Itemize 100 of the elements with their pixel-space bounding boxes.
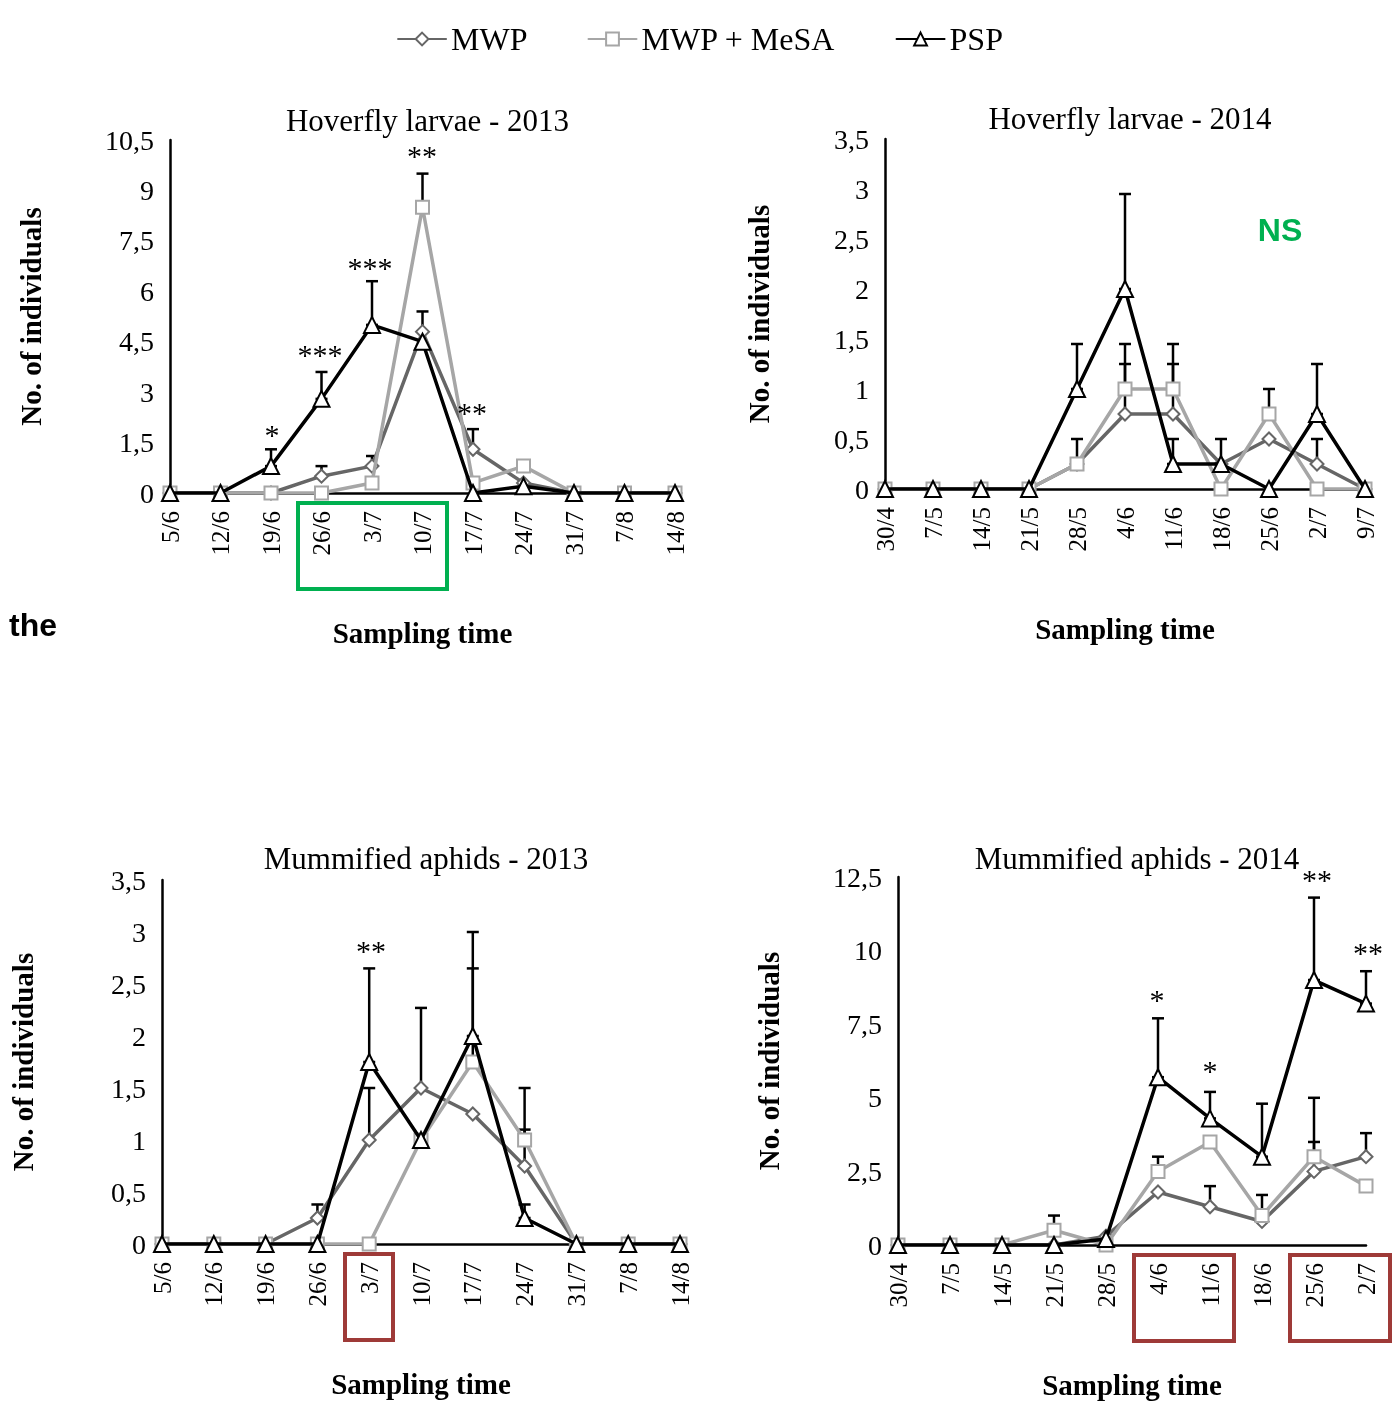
y-tick-label: 2,5 (111, 968, 146, 1000)
x-tick-label: 25/6 (1300, 1263, 1328, 1308)
x-tick-label: 18/6 (1207, 507, 1235, 552)
x-tick-label: 24/7 (511, 1262, 539, 1307)
point (1358, 1178, 1374, 1194)
x-tick-label: 28/5 (1063, 507, 1091, 552)
point (463, 1027, 482, 1045)
point (1117, 381, 1133, 397)
x-tick-label: 21/5 (1015, 507, 1043, 552)
y-axis-title: No. of individuals (14, 207, 47, 426)
point (1165, 381, 1181, 397)
x-tick-label: 17/7 (459, 1262, 487, 1307)
x-tick-label: 7/8 (614, 1262, 642, 1294)
y-tick-label: 2 (855, 273, 869, 305)
x-tick-label: 14/5 (988, 1263, 1016, 1308)
text: the (9, 607, 57, 643)
x-tick-label: 4/6 (1111, 507, 1139, 539)
x-tick-label: 14/8 (661, 511, 689, 556)
x-tick-label: 19/6 (257, 511, 285, 556)
point (515, 1209, 534, 1227)
point (1305, 971, 1323, 990)
point (314, 485, 329, 501)
annotation: NS (1257, 212, 1303, 248)
point (1308, 405, 1326, 423)
annotation: * (264, 417, 280, 451)
annotation: * (1149, 982, 1165, 1016)
point (1261, 406, 1277, 422)
point (312, 389, 331, 408)
point (465, 1106, 481, 1122)
y-tick-label: 4,5 (119, 326, 154, 358)
y-tick-label: 0 (132, 1228, 146, 1260)
x-tick-label: 31/7 (562, 1262, 590, 1307)
point (361, 1132, 377, 1148)
point (1165, 406, 1181, 422)
y-tick-label: 1,5 (111, 1072, 146, 1104)
y-tick-label: 6 (140, 275, 154, 307)
point (1046, 1222, 1062, 1238)
y-tick-label: 2,5 (847, 1155, 882, 1187)
x-tick-label: 7/5 (919, 507, 947, 539)
point (413, 332, 432, 351)
chart-title: Hoverfly larvae - 2013 (285, 103, 570, 138)
point (516, 458, 531, 474)
y-tick-label: 9 (140, 174, 154, 206)
y-tick-label: 3 (855, 173, 869, 205)
y-tick-label: 0,5 (834, 423, 869, 455)
point (1260, 480, 1278, 498)
y-tick-label: 2,5 (834, 223, 869, 255)
point (1116, 280, 1134, 298)
x-tick-label: 19/6 (252, 1262, 280, 1307)
y-tick-label: 12,5 (833, 861, 882, 893)
annotation: ** (1302, 862, 1332, 896)
point (1117, 406, 1133, 422)
annotation: *** (297, 337, 343, 371)
annotation: ** (1353, 935, 1383, 969)
x-tick-label: 14/5 (967, 507, 995, 552)
point (309, 1210, 325, 1226)
point (1254, 1208, 1270, 1224)
point (1253, 1147, 1271, 1166)
point (1309, 456, 1325, 472)
x-tick-label: 4/6 (1144, 1263, 1172, 1295)
x-tick-label: 17/7 (459, 511, 487, 556)
x-tick-label: 12/6 (200, 1262, 228, 1307)
y-tick-label: 0,5 (111, 1176, 146, 1208)
x-tick-label: 30/4 (884, 1262, 912, 1308)
chart-title: Mummified aphids - 2013 (263, 841, 589, 876)
point (361, 1236, 377, 1252)
point (465, 441, 481, 457)
y-tick-label: 10 (854, 935, 882, 967)
point (314, 468, 329, 484)
y-tick-label: 5 (868, 1082, 882, 1114)
chart-title: Mummified aphids - 2014 (974, 841, 1300, 876)
annotation: ** (457, 395, 487, 429)
point (517, 1132, 533, 1148)
x-tick-label: 10/7 (409, 511, 436, 556)
chart-title: Hoverfly larvae - 2014 (988, 101, 1273, 136)
x-tick-label: 26/6 (308, 511, 335, 556)
legend-label: PSP (949, 21, 1003, 57)
y-tick-label: 0 (855, 473, 869, 505)
y-axis-title: No. of individuals (752, 951, 785, 1171)
x-tick-label: 21/5 (1040, 1263, 1068, 1308)
point (1149, 1068, 1167, 1087)
x-axis-title: Sampling time (332, 616, 513, 649)
x-axis-title: Sampling time (1035, 612, 1215, 645)
point (363, 315, 381, 334)
point (514, 477, 533, 496)
x-tick-label: 14/8 (666, 1262, 694, 1307)
point (1261, 431, 1277, 447)
point (415, 199, 430, 215)
point (1201, 1109, 1219, 1128)
point (1306, 1149, 1322, 1165)
x-tick-label: 28/5 (1092, 1263, 1120, 1308)
x-tick-label: 2/7 (1352, 1263, 1380, 1295)
x-axis-title: Sampling time (1042, 1368, 1222, 1401)
x-tick-label: 2/7 (1303, 507, 1331, 539)
x-tick-label: 9/7 (1351, 507, 1379, 539)
y-tick-label: 3,5 (834, 123, 869, 155)
y-tick-label: 10,5 (105, 124, 154, 156)
x-axis-title: Sampling time (331, 1367, 511, 1400)
x-tick-label: 18/6 (1248, 1263, 1276, 1308)
y-tick-label: 7,5 (847, 1008, 882, 1040)
